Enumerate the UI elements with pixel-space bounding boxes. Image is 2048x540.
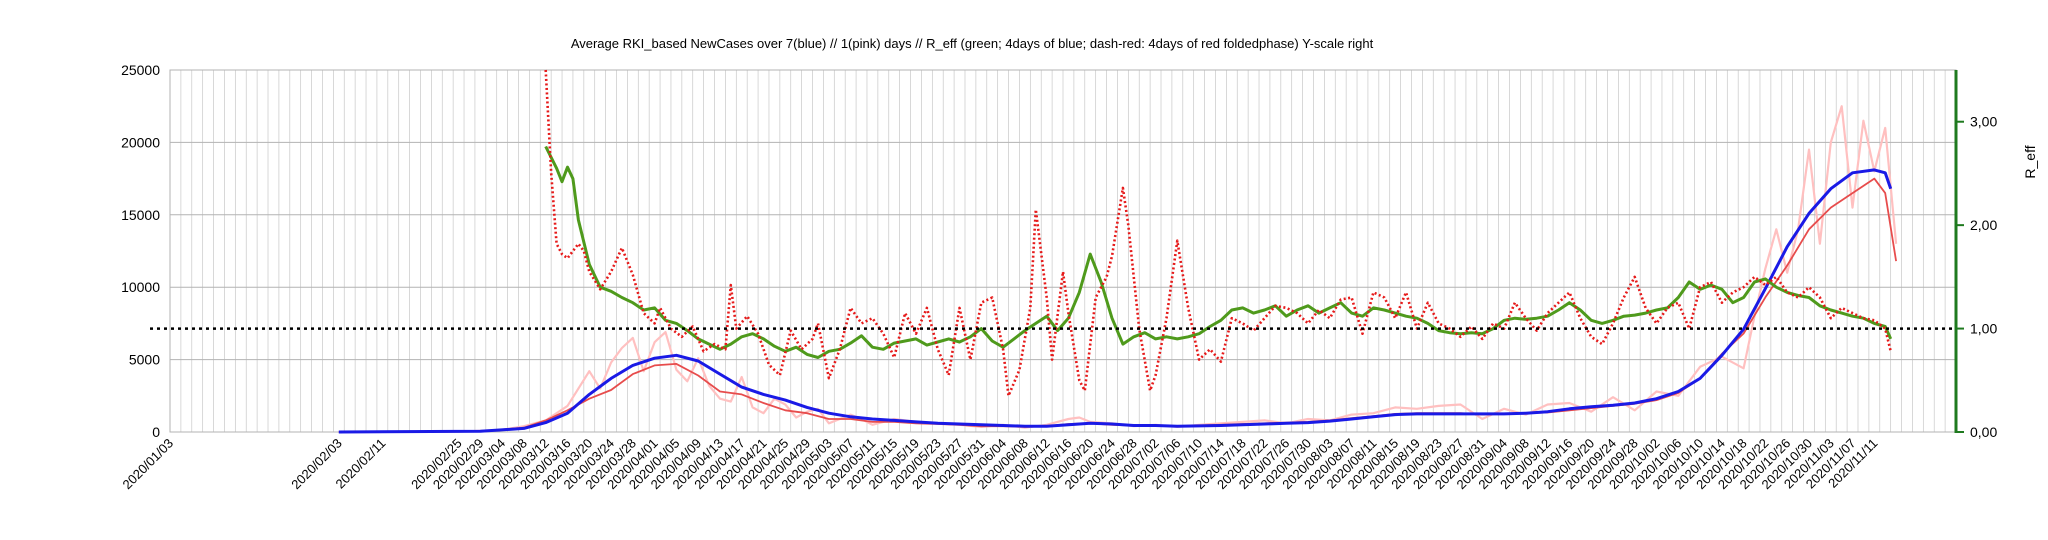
chart-title: Average RKI_based NewCases over 7(blue) …	[571, 36, 1374, 51]
y-right-tick-label: 0,00	[1970, 424, 1997, 440]
grid	[169, 69, 1957, 433]
y-right-tick-label: 1,00	[1970, 321, 1997, 337]
y-tick-label: 0	[152, 424, 160, 440]
y-axis-right: 0,00 1,00 2,00 3,00	[1954, 70, 1997, 440]
series-layer	[338, 69, 1898, 434]
y-right-tick-label: 2,00	[1970, 217, 1997, 233]
y-tick-label: 25000	[121, 62, 160, 78]
y-axis-right-label: R_eff	[2022, 145, 2038, 178]
y-tick-label: 5000	[129, 352, 160, 368]
series-line-3	[544, 145, 1893, 359]
y-tick-label: 15000	[121, 207, 160, 223]
y-tick-label: 20000	[121, 134, 160, 150]
y-axis-left: 0 5000 10000 15000 20000 25000	[121, 62, 160, 440]
series-line-2	[338, 168, 1893, 434]
x-tick-label: 2020/01/03	[119, 436, 176, 493]
y-tick-label: 10000	[121, 279, 160, 295]
y-right-tick-label: 3,00	[1970, 114, 1997, 130]
